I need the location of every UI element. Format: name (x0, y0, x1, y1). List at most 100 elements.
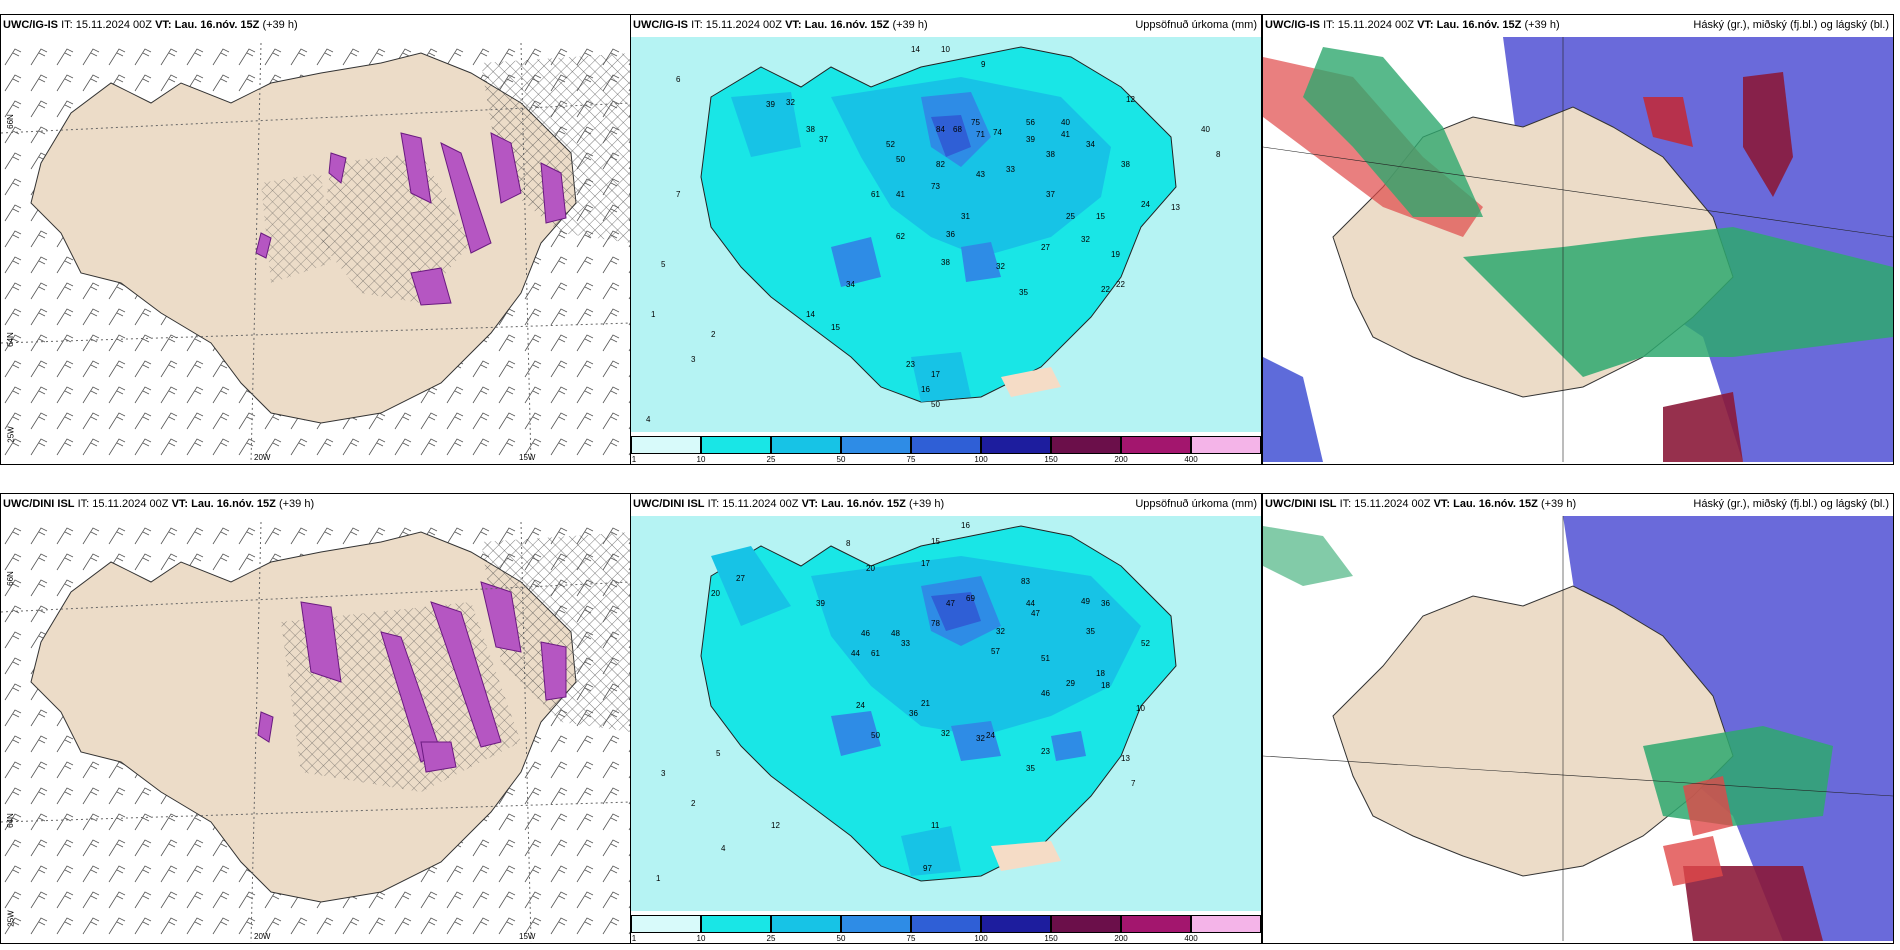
precip-label: 12 (771, 821, 780, 830)
precip-label: 48 (891, 629, 900, 638)
colorbar-tick: 400 (1184, 455, 1198, 464)
precip-label: 40 (1201, 125, 1210, 134)
precip-label: 8 (1216, 150, 1221, 159)
precip-label: 23 (906, 360, 915, 369)
precip-label: 29 (1066, 679, 1075, 688)
precip-label: 24 (986, 731, 995, 740)
precip-label: 69 (966, 594, 975, 603)
precip-label: 18 (1096, 669, 1105, 678)
colorbar-tick: 150 (1044, 934, 1058, 943)
precip-label: 83 (1021, 577, 1030, 586)
precip-label: 32 (976, 734, 985, 743)
precip-label: 56 (1026, 118, 1035, 127)
colorbar-swatch (701, 436, 771, 454)
precip-label: 25 (1066, 212, 1075, 221)
precip-label: 32 (1081, 235, 1090, 244)
precip-label: 27 (1041, 243, 1050, 252)
precip-value-labels: 16 15 17 8 20 27 20 39 46 47 69 44 49 36… (656, 521, 1150, 883)
panel-title: UWC/DINI ISL IT: 15.11.2024 00Z VT: Lau.… (3, 498, 315, 510)
colorbar-tick: 75 (906, 934, 916, 943)
precip-label: 2 (711, 330, 716, 339)
precip-label: 38 (806, 125, 815, 134)
precip-label: 12 (1126, 95, 1135, 104)
precip-label: 8 (846, 539, 851, 548)
colorbar-swatch (911, 915, 981, 933)
precip-label: 13 (1121, 754, 1130, 763)
precip-label: 7 (1131, 779, 1136, 788)
precip-label: 46 (1041, 689, 1050, 698)
colorbar-swatch (981, 915, 1051, 933)
precip-label: 35 (1086, 627, 1095, 636)
precip-label: 37 (1046, 190, 1055, 199)
lon-label-20: 20W (254, 453, 271, 462)
lon-label-15: 15W (519, 932, 536, 941)
precip-label: 20 (866, 564, 875, 573)
precip-label: 11 (931, 821, 940, 830)
precip-label: 5 (716, 749, 721, 758)
precip-label: 84 (936, 125, 945, 134)
panel-cloud-bottom: UWC/DINI ISL IT: 15.11.2024 00Z VT: Lau.… (1262, 493, 1894, 944)
precip-label: 35 (1019, 288, 1028, 297)
precip-label: 16 (961, 521, 970, 530)
cloud-map (1263, 37, 1893, 462)
precip-label: 51 (1041, 654, 1050, 663)
precip-label: 17 (921, 559, 930, 568)
colorbar-tick: 200 (1114, 934, 1128, 943)
precip-label: 47 (1031, 609, 1040, 618)
precip-label: 78 (931, 619, 940, 628)
precip-label: 61 (871, 649, 880, 658)
colorbar: 1 10 25 50 75 100 150 200 400 (631, 436, 1261, 464)
precip-label: 18 (1101, 681, 1110, 690)
colorbar-swatch (911, 436, 981, 454)
panel-cloud-top: UWC/IG-IS IT: 15.11.2024 00Z VT: Lau. 16… (1262, 14, 1894, 465)
lon-label-25: 25W (6, 910, 16, 927)
precip-label: 27 (736, 574, 745, 583)
colorbar-tick: 150 (1044, 455, 1058, 464)
precip-label: 61 (871, 190, 880, 199)
precip-label: 2 (691, 799, 696, 808)
colorbar-tick: 100 (974, 934, 988, 943)
precip-label: 17 (931, 370, 940, 379)
precip-label: 1 (656, 874, 661, 883)
wind-map (1, 522, 631, 942)
precip-rate-cell (490, 132, 522, 204)
colorbar-swatch (841, 915, 911, 933)
precip-label: 10 (941, 45, 950, 54)
colorbar-swatch (631, 436, 701, 454)
precip-label: 47 (946, 599, 955, 608)
colorbar-swatch (771, 915, 841, 933)
precip-label: 39 (816, 599, 825, 608)
precip-label: 32 (996, 627, 1005, 636)
colorbar-tick: 1 (631, 934, 637, 943)
precip-label: 15 (831, 323, 840, 332)
precip-label: 35 (1026, 764, 1035, 773)
precip-map: 14 10 9 6 39 32 38 37 52 84 68 75 71 74 … (631, 37, 1261, 432)
panel-wind-bottom: UWC/DINI ISL IT: 15.11.2024 00Z VT: Lau.… (0, 493, 632, 944)
wind-map (1, 43, 631, 463)
lat-label-66: 66N (5, 571, 15, 586)
precip-label: 34 (846, 280, 855, 289)
precip-label: 38 (1121, 160, 1130, 169)
precip-label: 34 (1086, 140, 1095, 149)
precip-label: 50 (931, 400, 940, 409)
colorbar: 1 10 25 50 75 100 150 200 400 (631, 915, 1261, 943)
precip-label: 50 (871, 731, 880, 740)
precip-title: Uppsöfnuð úrkoma (mm) (1135, 498, 1257, 510)
lon-label-20: 20W (254, 932, 271, 941)
precip-label: 37 (819, 135, 828, 144)
cloud-map (1263, 516, 1893, 941)
panel-precip-top: UWC/IG-IS IT: 15.11.2024 00Z VT: Lau. 16… (630, 14, 1262, 465)
precip-rate-cell (300, 601, 342, 683)
lat-label-64: 64N (5, 813, 15, 828)
panel-wind-top: UWC/IG-IS IT: 15.11.2024 00Z VT: Lau. 16… (0, 14, 632, 465)
precip-label: 32 (941, 729, 950, 738)
precip-label: 57 (991, 647, 1000, 656)
precip-label: 32 (996, 262, 1005, 271)
precip-label: 32 (786, 98, 795, 107)
colorbar-swatch (1121, 436, 1191, 454)
precip-label: 44 (851, 649, 860, 658)
precip-label: 36 (946, 230, 955, 239)
precip-label: 22 (1116, 280, 1125, 289)
colorbar-tick: 10 (696, 455, 706, 464)
colorbar-tick: 1 (631, 455, 637, 464)
